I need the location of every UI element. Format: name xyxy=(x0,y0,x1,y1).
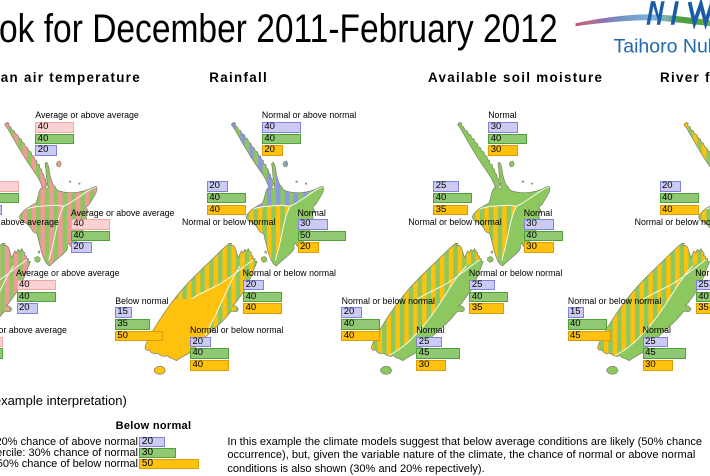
svg-text:Taihoro Nukurangi: Taihoro Nukurangi xyxy=(614,35,710,57)
